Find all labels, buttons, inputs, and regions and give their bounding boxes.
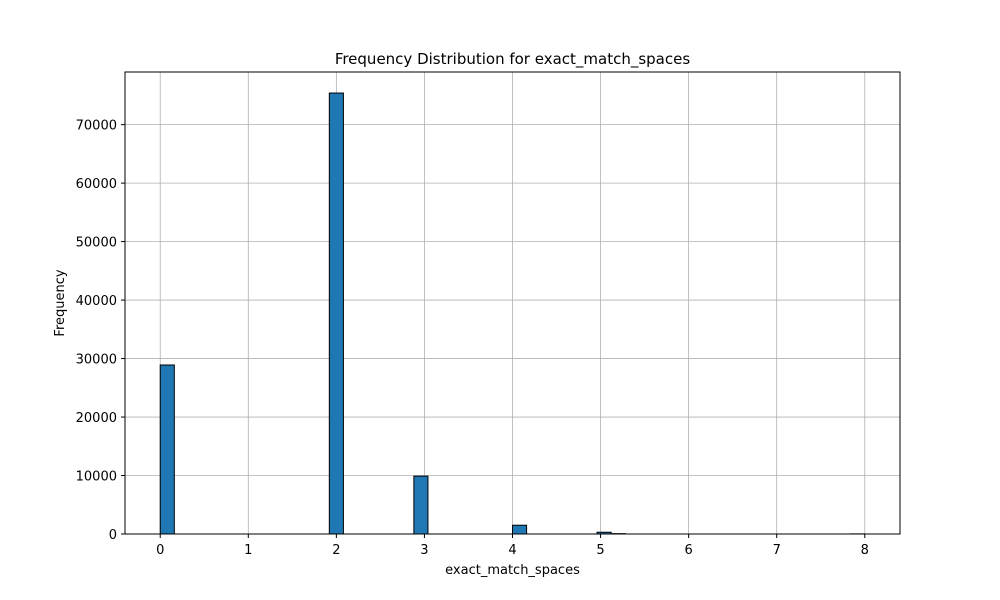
histogram-bar bbox=[413, 475, 429, 535]
y-tick-label: 30000 bbox=[76, 353, 117, 368]
y-axis-label: Frequency bbox=[53, 269, 68, 336]
x-tick-label: 2 bbox=[332, 543, 340, 558]
x-tick-label: 1 bbox=[244, 543, 252, 558]
y-tick-label: 60000 bbox=[76, 177, 117, 192]
x-tick-label: 4 bbox=[508, 543, 516, 558]
chart-title: Frequency Distribution for exact_match_s… bbox=[335, 50, 691, 69]
grid-lines bbox=[125, 72, 900, 535]
histogram-bar bbox=[512, 524, 528, 535]
y-tick-label: 20000 bbox=[76, 411, 117, 426]
x-tick-label: 6 bbox=[684, 543, 692, 558]
y-tick-label: 10000 bbox=[76, 470, 117, 485]
histogram-bar bbox=[328, 92, 344, 535]
y-tick-label: 70000 bbox=[76, 119, 117, 134]
x-tick-label: 8 bbox=[861, 543, 869, 558]
x-axis-label: exact_match_spaces bbox=[445, 563, 580, 578]
y-tick-label: 50000 bbox=[76, 236, 117, 251]
x-tick-label: 5 bbox=[596, 543, 604, 558]
x-tick-label: 0 bbox=[156, 543, 164, 558]
y-tick-label: 40000 bbox=[76, 294, 117, 309]
histogram-bar bbox=[159, 364, 175, 535]
y-tick-label: 0 bbox=[109, 528, 117, 543]
x-tick-label: 3 bbox=[420, 543, 428, 558]
x-tick-label: 7 bbox=[773, 543, 781, 558]
axis-ticks: 0 1 2 3 4 5 6 7 8 0 10000 20000 30000 40000 50000 60000… bbox=[76, 119, 869, 558]
